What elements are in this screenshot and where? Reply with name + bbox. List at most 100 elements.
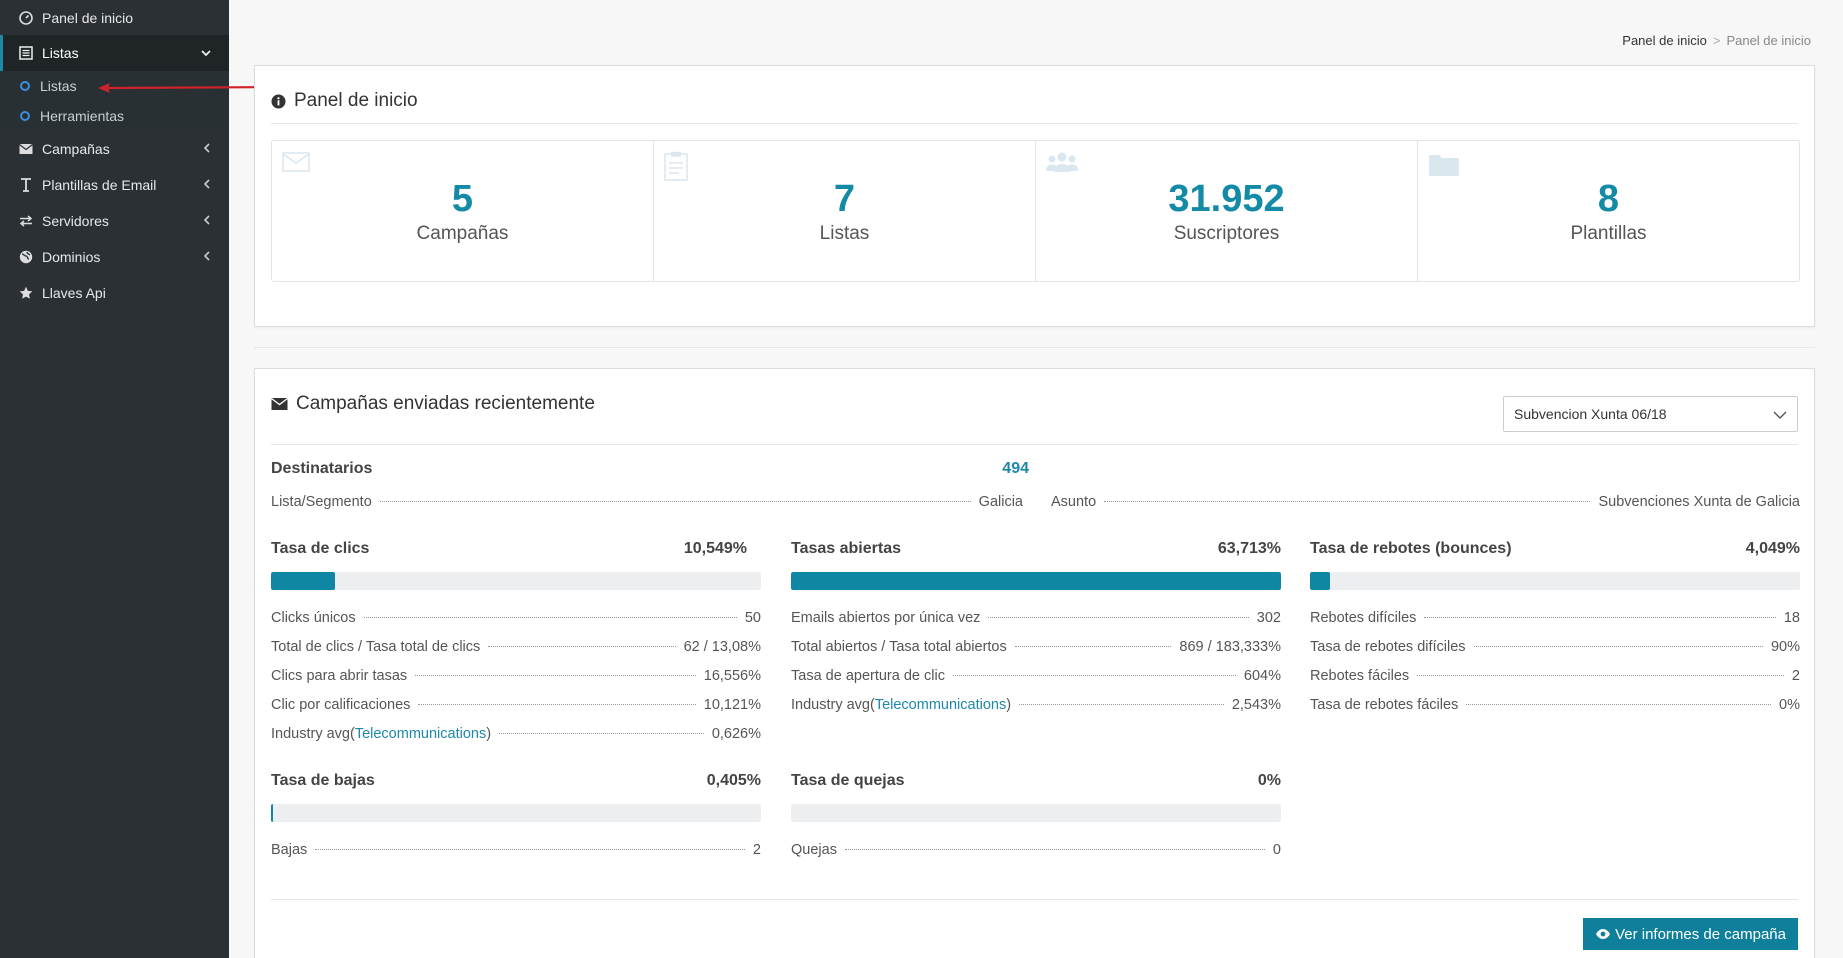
dotted-leader [1424,617,1776,618]
industry-suffix: ) [1006,697,1012,713]
sidebar-item-dominios[interactable]: Dominios [0,239,229,275]
chevron-down-icon [1773,407,1787,423]
row-value: 50 [744,610,761,626]
dotted-leader [1019,704,1224,705]
bounces-rate: 4,049% [1745,540,1800,557]
list-segment-value: Galicia [978,494,1023,510]
clicks-row: Clics para abrir tasas 16,556% [271,668,761,688]
stat-suscriptores[interactable]: 31.952 Suscriptores [1036,141,1418,281]
clicks-title: Tasa de clics [271,540,370,557]
circle-icon [20,81,30,91]
row-value: 2 [752,842,761,858]
sidebar-item-campanas[interactable]: Campañas [0,131,229,167]
dotted-leader [499,733,704,734]
unsubs-progress-fill [271,804,274,822]
recipients-label: Destinatarios [271,460,373,477]
submenu-item-herramientas[interactable]: Herramientas [0,101,229,131]
dotted-leader [1104,501,1591,502]
clicks-rate: 10,549% [683,540,747,557]
sidebar-item-panel-de-inicio[interactable]: Panel de inicio [0,0,229,35]
eye-icon [1595,928,1611,940]
industry-link[interactable]: Telecommunications [354,726,487,742]
opens-industry-row: Industry avg(Telecommunications) 2,543% [791,697,1281,717]
bounces-progress-bar [1310,572,1800,590]
sidebar-item-plantillas-de-email[interactable]: Plantillas de Email [0,167,229,203]
stat-value: 31.952 [1168,178,1285,220]
overview-panel: Panel de inicio 5 Campañas 7 Listas 31.9… [254,65,1815,327]
folder-icon [1428,151,1460,180]
subject-value: Subvenciones Xunta de Galicia [1598,494,1800,510]
campaign-select-value: Subvencion Xunta 06/18 [1514,406,1667,422]
list-segment-label: Lista/Segmento [271,494,372,510]
breadcrumb-separator: > [1712,33,1721,48]
stat-listas[interactable]: 7 Listas [654,141,1036,281]
row-label: Total de clics / Tasa total de clics [271,639,481,655]
envelope-icon [18,141,34,157]
dotted-leader [952,675,1236,676]
row-value: 302 [1256,610,1281,626]
row-value: 604% [1243,668,1281,684]
row-label: Tasa de rebotes fáciles [1310,697,1459,713]
sidebar-item-servidores[interactable]: Servidores [0,203,229,239]
row-value: 10,121% [703,697,761,713]
envelope-icon [271,397,288,411]
breadcrumb-link-panel-de-inicio[interactable]: Panel de inicio [1622,33,1707,48]
clipboard-icon [664,151,688,184]
chevron-down-icon [201,46,211,60]
text-cursor-icon [18,177,34,193]
submenu-item-listas[interactable]: Listas [0,71,229,101]
sidebar: Panel de inicio Listas Listas Herramient… [0,0,229,958]
submenu-listas: Listas Herramientas [0,71,229,131]
campaign-select[interactable]: Subvencion Xunta 06/18 [1503,396,1798,432]
dotted-leader [415,675,696,676]
row-label: Quejas [791,842,837,858]
bounces-progress-fill [1310,572,1330,590]
list-segment-row: Lista/Segmento Galicia [271,494,1023,514]
clicks-row: Clic por calificaciones 10,121% [271,697,761,717]
view-campaign-reports-label: Ver informes de campaña [1615,925,1786,943]
industry-prefix: Industry avg( [271,726,355,742]
clicks-row: Total de clics / Tasa total de clics 62 /… [271,639,761,659]
info-circle-icon [271,94,286,109]
row-label: Rebotes difíciles [1310,610,1417,626]
row-label: Tasa de rebotes difíciles [1310,639,1466,655]
divider [271,123,1798,124]
recipients-value: 494 [1002,460,1029,477]
stat-campanas[interactable]: 5 Campañas [272,141,654,281]
complaints-progress-bar [791,804,1281,822]
row-value: 0,626% [711,726,761,742]
overview-title: Panel de inicio [271,90,418,112]
opens-title: Tasas abiertas [791,540,901,557]
dotted-leader [379,501,971,502]
row-value: 18 [1783,610,1800,626]
clicks-progress-bar [271,572,761,590]
sidebar-item-label: Plantillas de Email [42,177,157,193]
globe-icon [18,249,34,265]
bounces-row: Rebotes fáciles 2 [1310,668,1800,688]
view-campaign-reports-button[interactable]: Ver informes de campaña [1583,918,1798,950]
bounces-row: Rebotes difíciles 18 [1310,610,1800,630]
row-value: 2,543% [1231,697,1281,713]
opens-progress-bar [791,572,1281,590]
row-value: 0% [1779,697,1800,713]
stat-value: 5 [451,178,474,220]
row-value: 0 [1272,842,1281,858]
row-value: 2 [1791,668,1800,684]
industry-link[interactable]: Telecommunications [874,697,1007,713]
divider [271,444,1798,445]
sidebar-item-llaves-api[interactable]: Llaves Api [0,275,229,311]
stat-plantillas[interactable]: 8 Plantillas [1418,141,1799,281]
clicks-progress-fill [271,572,335,590]
dotted-leader [363,617,737,618]
dotted-leader [418,704,696,705]
row-label: Industry avg(Telecommunications) [271,726,491,742]
opens-progress-fill [791,572,1281,590]
row-label: Clics para abrir tasas [271,668,408,684]
row-label: Clic por calificaciones [271,697,411,713]
opens-row: Total abiertos / Tasa total abiertos 869 … [791,639,1281,659]
sidebar-item-listas[interactable]: Listas [0,35,229,71]
bounces-row: Tasa de rebotes fáciles 0% [1310,697,1800,717]
row-label: Total abiertos / Tasa total abiertos [791,639,1007,655]
circle-icon [20,111,30,121]
sidebar-item-label: Panel de inicio [42,9,134,26]
